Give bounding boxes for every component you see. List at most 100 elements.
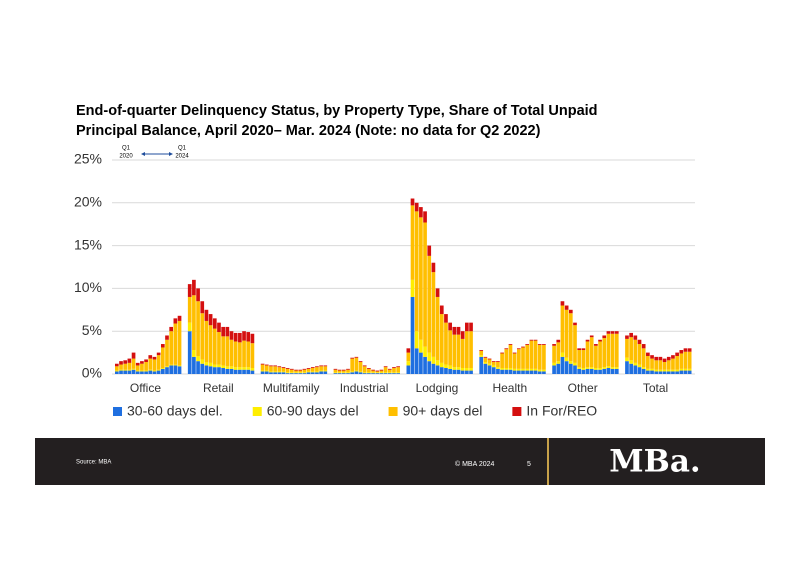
- bar-segment: [610, 333, 615, 368]
- bar-segment: [229, 331, 234, 340]
- bar-segment: [123, 363, 128, 370]
- bar-segment: [504, 348, 509, 350]
- bar-segment: [431, 272, 436, 357]
- bar-segment: [298, 372, 303, 374]
- bar-segment: [264, 365, 269, 371]
- x-group-label: Retail: [203, 381, 234, 395]
- bar-segment: [169, 364, 174, 366]
- bar-segment: [435, 296, 440, 361]
- bar-segment: [650, 370, 654, 374]
- bar-segment: [148, 355, 153, 359]
- bar-segment: [281, 368, 286, 372]
- bar-segment: [310, 371, 315, 373]
- x-group-label: Health: [492, 381, 527, 395]
- bar-segment: [529, 340, 534, 369]
- bar-segment: [625, 361, 629, 374]
- bar-segment: [294, 372, 298, 374]
- bar-segment: [683, 368, 688, 371]
- bar-segment: [585, 341, 590, 368]
- bar-segment: [654, 369, 659, 372]
- bar-segment: [115, 370, 119, 372]
- bar-segment: [542, 369, 546, 372]
- bar-segment: [306, 368, 311, 369]
- bar-segment: [217, 322, 221, 333]
- annotation: 2020: [119, 154, 133, 160]
- bar-segment: [127, 362, 132, 370]
- bar-segment: [173, 318, 178, 324]
- bar-segment: [341, 369, 346, 371]
- bar-segment: [456, 326, 461, 335]
- bar-segment: [658, 360, 663, 370]
- bar-segment: [483, 357, 488, 363]
- bar-segment: [564, 305, 569, 310]
- bar-segment: [333, 368, 338, 370]
- bar-segment: [177, 365, 182, 367]
- bar-segment: [542, 371, 546, 374]
- y-tick-label: 5%: [82, 322, 102, 338]
- bar-segment: [156, 370, 161, 374]
- bar-segment: [641, 348, 646, 368]
- bar-segment: [508, 344, 513, 369]
- bar-segment: [204, 309, 209, 321]
- bar-segment: [564, 361, 569, 374]
- bar-segment: [564, 309, 569, 358]
- bar-segment: [500, 353, 504, 369]
- bar-segment: [487, 363, 492, 366]
- bar-segment: [508, 344, 513, 345]
- bar-segment: [504, 369, 509, 374]
- bar-segment: [140, 370, 144, 372]
- bar-segment: [131, 368, 136, 370]
- bar-segment: [602, 368, 607, 374]
- bar-segment: [542, 344, 546, 370]
- bar-segment: [606, 333, 611, 367]
- bar-segment: [192, 279, 196, 296]
- bar-segment: [375, 372, 380, 374]
- bar-segment: [614, 367, 619, 369]
- bar-segment: [160, 368, 165, 369]
- bar-segment: [577, 368, 582, 374]
- bar-segment: [606, 331, 611, 334]
- bar-segment: [683, 351, 688, 369]
- bar-segment: [629, 332, 633, 338]
- footer-logo: MBa.: [609, 444, 700, 480]
- bar-segment: [246, 367, 251, 370]
- bar-segment: [552, 362, 556, 366]
- bar-segment: [419, 339, 423, 353]
- bar-segment: [556, 363, 561, 374]
- bar-segment: [646, 352, 650, 357]
- bar-segment: [208, 314, 213, 326]
- bar-segment: [671, 355, 675, 359]
- bar-segment: [367, 368, 371, 373]
- bar-segment: [315, 367, 319, 372]
- bar-segment: [135, 371, 140, 374]
- bar-segment: [315, 371, 319, 373]
- bar-segment: [273, 372, 277, 374]
- bar-segment: [285, 373, 290, 374]
- bar-segment: [177, 315, 182, 321]
- bar-segment: [641, 344, 646, 349]
- bar-segment: [323, 370, 328, 372]
- bar-segment: [387, 369, 392, 373]
- bar-segment: [556, 342, 561, 362]
- bar-segment: [406, 365, 411, 374]
- bar-segment: [625, 338, 629, 358]
- bar-segment: [614, 331, 619, 334]
- bar-segment: [581, 369, 586, 374]
- bar-segment: [156, 352, 161, 356]
- bar-segment: [552, 344, 556, 346]
- bar-segment: [483, 362, 488, 364]
- bar-segment: [529, 370, 534, 374]
- bar-segment: [658, 356, 663, 361]
- bar-segment: [246, 341, 251, 368]
- bar-segment: [568, 309, 573, 314]
- bar-segment: [581, 350, 586, 369]
- bar-segment: [173, 323, 178, 365]
- bar-segment: [269, 371, 273, 373]
- bar-segment: [315, 366, 319, 368]
- bar-segment: [119, 370, 123, 374]
- bar-segment: [439, 367, 444, 374]
- bar-segment: [508, 368, 513, 370]
- bar-segment: [396, 366, 400, 368]
- bar-segment: [165, 367, 169, 374]
- bar-segment: [500, 352, 504, 354]
